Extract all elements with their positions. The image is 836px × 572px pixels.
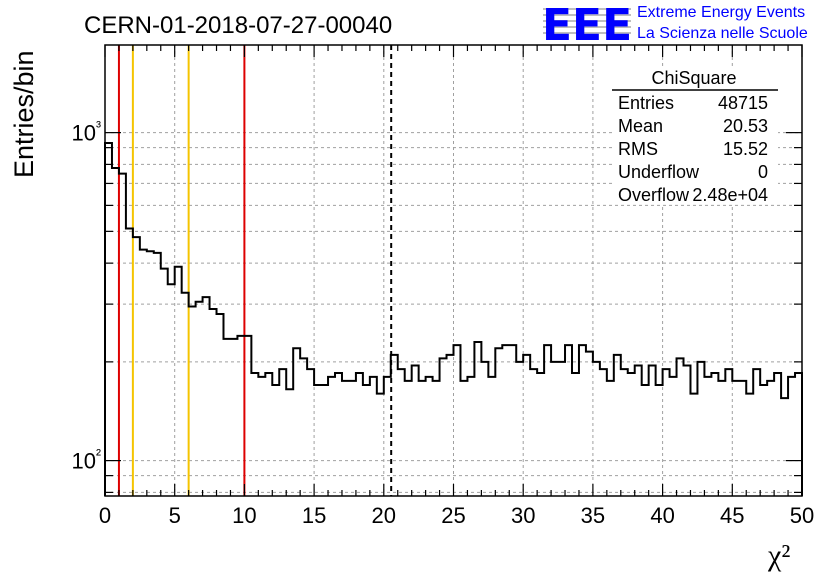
- stats-title: ChiSquare: [651, 68, 736, 88]
- stats-label: Entries: [618, 93, 674, 113]
- x-axis-label: χ²: [767, 539, 790, 572]
- x-tick-label: 50: [790, 503, 814, 528]
- stats-label: RMS: [618, 139, 658, 159]
- stats-label: Mean: [618, 116, 663, 136]
- y-tick-label: 10³: [72, 119, 101, 146]
- eee-logo-line1: Extreme Energy Events: [637, 4, 805, 21]
- x-tick-label: 0: [99, 503, 111, 528]
- eee-logo-text: EEE: [542, 0, 632, 51]
- eee-logo: EEE Extreme Energy Events La Scienza nel…: [542, 0, 808, 51]
- y-axis-label: Entries/bin: [9, 50, 39, 178]
- stats-label: Overflow: [618, 185, 690, 205]
- stats-label: Underflow: [618, 162, 700, 182]
- reference-lines: [117, 45, 393, 496]
- histogram: [104, 141, 803, 496]
- histogram-line: [104, 141, 803, 496]
- stats-box: ChiSquare Entries 48715 Mean 20.53 RMS 1…: [612, 68, 778, 205]
- x-tick-label: 15: [302, 503, 326, 528]
- x-tick-label: 30: [511, 503, 535, 528]
- stats-value: 15.52: [723, 139, 768, 159]
- stats-value: 20.53: [723, 116, 768, 136]
- stats-value: 48715: [718, 93, 768, 113]
- x-tick-label: 5: [169, 503, 181, 528]
- y-tick-label: 10²: [72, 447, 101, 474]
- x-tick-label: 10: [232, 503, 256, 528]
- eee-logo-line2: La Scienza nelle Scuole: [637, 25, 808, 42]
- x-tick-label: 40: [650, 503, 674, 528]
- stats-value: 0: [758, 162, 768, 182]
- stats-value: 2.48e+04: [692, 185, 768, 205]
- x-tick-label: 25: [441, 503, 465, 528]
- eee-logo-stripes: [543, 8, 631, 34]
- tick-labels: 0 5 10 15 20 25 30 35 40 45 50 10² 10³: [72, 119, 815, 528]
- x-tick-label: 20: [372, 503, 396, 528]
- x-tick-label: 45: [720, 503, 744, 528]
- axes: [104, 44, 803, 497]
- x-tick-label: 35: [581, 503, 605, 528]
- chart-title: CERN-01-2018-07-27-00040: [84, 12, 392, 39]
